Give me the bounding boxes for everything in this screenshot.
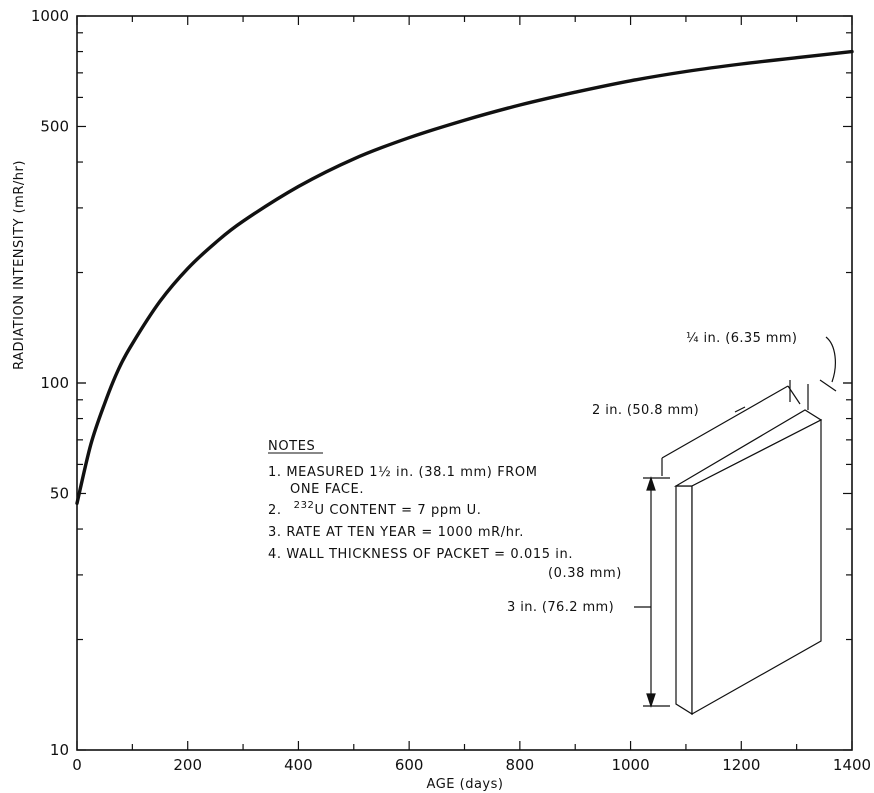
width-dimension-line <box>661 385 789 459</box>
x-tick-label: 200 <box>173 756 202 774</box>
x-tick-label: 1000 <box>611 756 649 774</box>
packet-side-face <box>675 485 693 716</box>
tick-marks <box>76 15 853 751</box>
y-axis-title: RADIATION INTENSITY (mR/hr) <box>12 160 27 370</box>
thickness-leader <box>825 336 836 383</box>
x-tick-labels: 0 200 400 600 800 1000 1200 1400 <box>72 756 871 774</box>
y-tick-label: 100 <box>40 374 69 392</box>
note-2: 2. 232U CONTENT = 7 ppm U. <box>268 500 482 518</box>
y-tick-label: 500 <box>40 117 69 135</box>
y-tick-label: 10 <box>50 741 69 759</box>
y-tick-labels: 10 50 100 500 1000 <box>31 7 69 759</box>
thickness-arrow-line <box>819 379 837 392</box>
x-axis-title: AGE (days) <box>427 777 504 792</box>
packet-front-face <box>691 419 822 716</box>
x-tick-label: 1200 <box>722 756 760 774</box>
note-2-text: U CONTENT = 7 ppm U. <box>315 503 482 518</box>
note-2-number: 2. <box>268 503 282 518</box>
note-3: 3. RATE AT TEN YEAR = 1000 mR/hr. <box>268 525 524 540</box>
note-1-line-2: ONE FACE. <box>290 482 364 497</box>
height-label: 3 in. (76.2 mm) <box>507 600 614 615</box>
note-1-line-1: 1. MEASURED 1½ in. (38.1 mm) FROM <box>268 465 538 480</box>
width-label: 2 in. (50.8 mm) <box>592 403 699 418</box>
thickness-label: ¼ in. (6.35 mm) <box>686 331 797 346</box>
height-arrow-bottom <box>646 693 656 708</box>
plot-frame <box>76 15 853 751</box>
notes-heading: NOTES <box>268 439 315 454</box>
y-tick-label: 50 <box>50 484 69 502</box>
notes-block: NOTES 1. MEASURED 1½ in. (38.1 mm) FROM … <box>268 439 622 581</box>
x-tick-label: 1400 <box>833 756 871 774</box>
note-4-line-2: (0.38 mm) <box>548 566 622 581</box>
note-2-superscript: 232 <box>294 500 315 511</box>
y-tick-label: 1000 <box>31 7 69 25</box>
x-tick-label: 600 <box>395 756 424 774</box>
note-4-line-1: 4. WALL THICKNESS OF PACKET = 0.015 in. <box>268 547 573 562</box>
x-tick-label: 0 <box>72 756 82 774</box>
width-leader <box>734 406 746 413</box>
height-arrow-top <box>646 476 656 491</box>
x-tick-label: 400 <box>284 756 313 774</box>
series-line-radiation <box>75 49 854 505</box>
x-tick-label: 800 <box>506 756 535 774</box>
packet-diagram <box>634 336 837 716</box>
